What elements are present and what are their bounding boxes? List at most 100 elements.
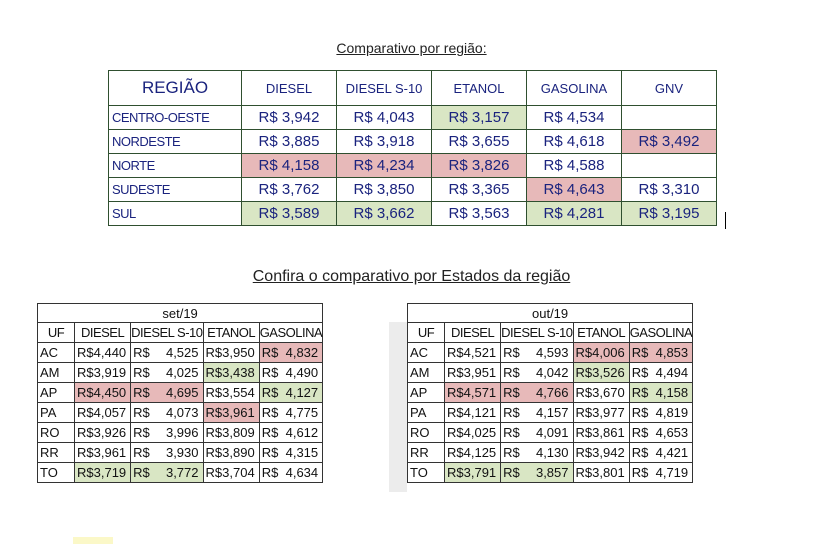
- price-cell: R$ 3,655: [431, 129, 527, 154]
- currency-cell: R$: [443, 462, 464, 483]
- currency-cell: R$: [572, 382, 593, 403]
- currency-cell: R$: [258, 402, 281, 423]
- table-row: AC R$ 4,440 R$ 4,525 R$ 3,950 R$ 4,832: [37, 342, 324, 363]
- price-value-cell: 4,766: [525, 382, 574, 403]
- table-row: AM R$ 3,919 R$ 4,025 R$ 3,438 R$ 4,490: [37, 362, 324, 383]
- column-header: DIESEL: [73, 322, 132, 343]
- table-row: SUL R$ 3,589 R$ 3,662 R$ 3,563 R$ 4,281 R$ 3,…: [108, 201, 717, 226]
- price-value-cell: 3,919: [93, 362, 132, 383]
- region-header-cell: DIESEL S-10: [336, 70, 432, 106]
- price-value-cell: 3,554: [222, 382, 260, 403]
- currency-cell: R$: [443, 402, 464, 423]
- price-value-cell: 4,450: [93, 382, 132, 403]
- price-value-cell: 4,571: [463, 382, 502, 403]
- currency-cell: R$: [73, 362, 94, 383]
- region-name-cell: SUDESTE: [108, 177, 242, 202]
- currency-cell: R$: [73, 382, 94, 403]
- uf-cell: AP: [407, 382, 445, 403]
- price-value-cell: 4,612: [280, 422, 324, 443]
- currency-cell: R$: [628, 362, 651, 383]
- price-cell: R$ 3,195: [621, 201, 717, 226]
- table-row: RR R$ 4,125 R$ 4,130 R$ 3,942 R$ 4,421: [407, 442, 694, 463]
- price-value-cell: 4,057: [93, 402, 132, 423]
- price-cell: R$ 3,662: [336, 201, 432, 226]
- price-value-cell: 3,890: [222, 442, 260, 463]
- region-comparison-title: Comparativo por região:: [336, 40, 487, 56]
- price-value-cell: 4,521: [463, 342, 502, 363]
- uf-cell: PA: [407, 402, 445, 423]
- price-cell: R$ 4,643: [526, 177, 622, 202]
- price-cell: [621, 105, 717, 130]
- currency-cell: R$: [130, 382, 156, 403]
- uf-cell: AC: [407, 342, 445, 363]
- currency-cell: R$: [628, 422, 651, 443]
- region-header-cell: GASOLINA: [526, 70, 622, 106]
- currency-cell: R$: [130, 442, 156, 463]
- uf-cell: TO: [37, 462, 75, 483]
- table-separator: [389, 322, 407, 492]
- price-cell: R$ 3,762: [241, 177, 337, 202]
- currency-cell: R$: [258, 382, 281, 403]
- currency-cell: R$: [130, 402, 156, 423]
- table-row: AP R$ 4,450 R$ 4,695 R$ 3,554 R$ 4,127: [37, 382, 324, 403]
- price-cell: R$ 3,157: [431, 105, 527, 130]
- price-cell: R$ 4,588: [526, 153, 622, 178]
- region-name-cell: NORDESTE: [108, 129, 242, 154]
- column-header: DIESEL S-10: [130, 322, 204, 343]
- price-cell: R$ 4,534: [526, 105, 622, 130]
- region-name-cell: NORTE: [108, 153, 242, 178]
- currency-cell: R$: [443, 362, 464, 383]
- price-cell: R$ 3,942: [241, 105, 337, 130]
- region-header-cell: DIESEL: [241, 70, 337, 106]
- price-cell: R$ 3,918: [336, 129, 432, 154]
- column-header: GASOLINA: [258, 322, 324, 343]
- price-cell: R$ 4,618: [526, 129, 622, 154]
- price-cell: R$ 3,310: [621, 177, 717, 202]
- column-header: ETANOL: [202, 322, 260, 343]
- price-value-cell: 4,525: [155, 342, 204, 363]
- price-value-cell: 4,042: [525, 362, 574, 383]
- price-value-cell: 3,996: [155, 422, 204, 443]
- currency-cell: R$: [500, 462, 526, 483]
- uf-cell: AP: [37, 382, 75, 403]
- uf-cell: AM: [37, 362, 75, 383]
- column-header: DIESEL S-10: [500, 322, 574, 343]
- text-cursor: [725, 212, 726, 229]
- table-row: RO R$ 3,926 R$ 3,996 R$ 3,809 R$ 4,612: [37, 422, 324, 443]
- uf-cell: AC: [37, 342, 75, 363]
- price-value-cell: 3,772: [155, 462, 204, 483]
- currency-cell: R$: [500, 422, 526, 443]
- price-value-cell: 4,653: [650, 422, 694, 443]
- price-value-cell: 3,670: [592, 382, 630, 403]
- price-value-cell: 4,025: [463, 422, 502, 443]
- price-value-cell: 4,593: [525, 342, 574, 363]
- currency-cell: R$: [500, 382, 526, 403]
- price-cell: R$ 3,850: [336, 177, 432, 202]
- currency-cell: R$: [500, 342, 526, 363]
- currency-cell: R$: [258, 362, 281, 383]
- price-value-cell: 3,950: [222, 342, 260, 363]
- currency-cell: R$: [443, 442, 464, 463]
- currency-cell: R$: [130, 422, 156, 443]
- uf-cell: RR: [37, 442, 75, 463]
- region-table-body: CENTRO-OESTE R$ 3,942 R$ 4,043 R$ 3,157 R$ 4…: [108, 105, 717, 226]
- price-cell: [621, 153, 717, 178]
- price-value-cell: 4,719: [650, 462, 694, 483]
- price-value-cell: 4,125: [463, 442, 502, 463]
- currency-cell: R$: [73, 402, 94, 423]
- price-value-cell: 4,490: [280, 362, 324, 383]
- month-header: set/19: [36, 303, 324, 323]
- price-value-cell: 4,315: [280, 442, 324, 463]
- price-value-cell: 4,421: [650, 442, 694, 463]
- price-cell: R$ 3,826: [431, 153, 527, 178]
- state-table-out19: out/19 UF DIESEL DIESEL S-10 ETANOL GASOLINA A…: [406, 303, 694, 483]
- price-value-cell: 4,157: [525, 402, 574, 423]
- table-row: NORTE R$ 4,158 R$ 4,234 R$ 3,826 R$ 4,588: [108, 153, 717, 178]
- currency-cell: R$: [500, 442, 526, 463]
- price-cell: R$ 4,234: [336, 153, 432, 178]
- currency-cell: R$: [73, 462, 94, 483]
- column-header-row: UF DIESEL DIESEL S-10 ETANOL GASOLINA: [37, 322, 324, 343]
- price-value-cell: 4,440: [93, 342, 132, 363]
- price-value-cell: 4,127: [280, 382, 324, 403]
- price-value-cell: 4,091: [525, 422, 574, 443]
